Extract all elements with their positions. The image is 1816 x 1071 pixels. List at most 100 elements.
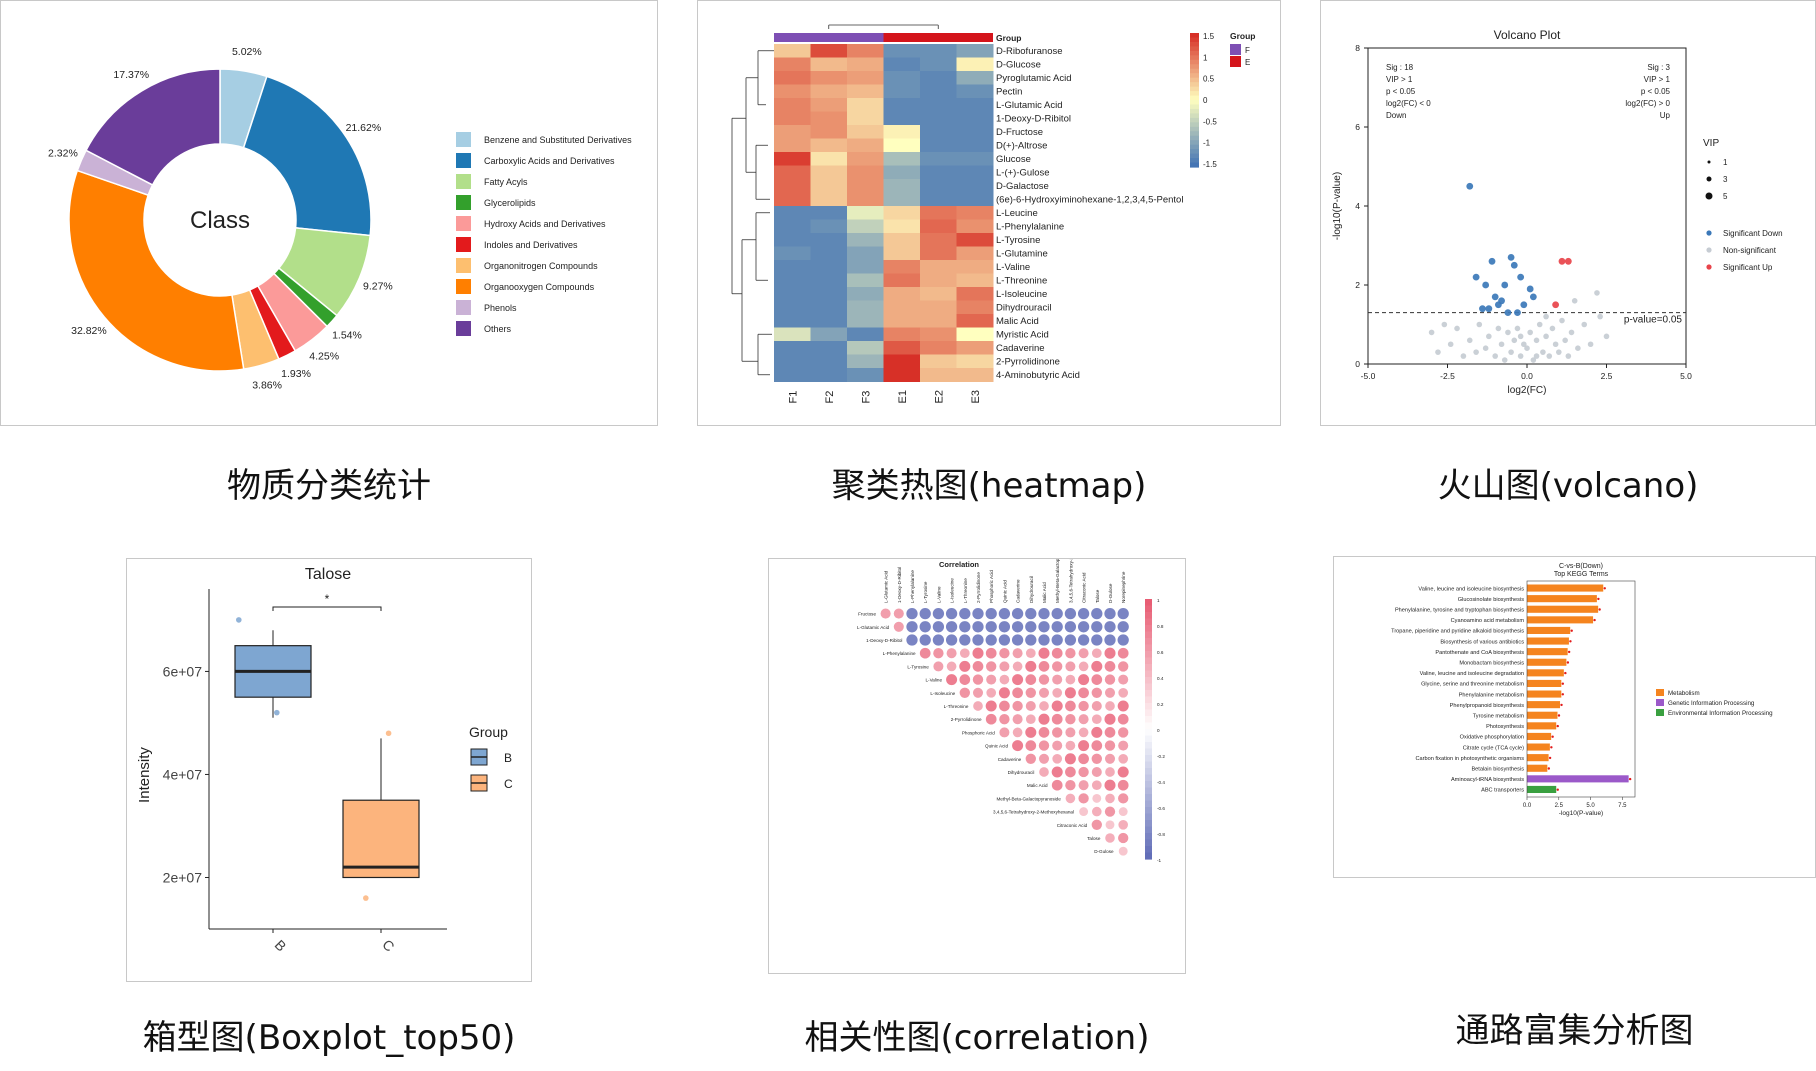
- correlation-circle: [1065, 648, 1076, 659]
- legend-swatch: [456, 237, 471, 252]
- colorbar-segment: [1145, 716, 1152, 724]
- legend-label: Environmental Information Processing: [1668, 710, 1773, 717]
- jitter-point: [385, 730, 392, 737]
- x-tick-label: -5.0: [1361, 371, 1376, 381]
- volcano-point: [1517, 333, 1524, 340]
- column-variable-label: Dihydrouracil: [1029, 576, 1034, 603]
- correlation-circle: [1079, 807, 1089, 817]
- color-legend-label: Significant Down: [1723, 229, 1783, 238]
- heatmap-cell: [956, 98, 994, 112]
- kegg-bar-marker: [1598, 608, 1601, 611]
- colorbar-tick: 0: [1203, 96, 1208, 105]
- kegg-bar: [1527, 764, 1548, 772]
- heatmap-cell: [920, 125, 957, 139]
- correlation-circle: [1105, 833, 1115, 843]
- correlation-circle: [1077, 607, 1090, 620]
- annotation-down: VIP > 1: [1386, 75, 1413, 84]
- kegg-bar-marker: [1566, 661, 1570, 664]
- heatmap-cell: [774, 111, 811, 126]
- correlation-circle: [985, 647, 997, 659]
- heatmap-cell: [956, 287, 994, 301]
- heatmap-cell: [920, 233, 957, 247]
- correlation-circle: [1038, 621, 1050, 633]
- correlation-circle: [1117, 621, 1129, 633]
- colorbar-segment: [1190, 91, 1199, 97]
- colorbar-segment: [1190, 33, 1199, 39]
- row-label: Pectin: [996, 87, 1022, 98]
- correlation-circle: [985, 713, 997, 725]
- heatmap-cell: [956, 57, 994, 72]
- kegg-bar: [1527, 616, 1594, 624]
- volcano-point: [1543, 313, 1549, 320]
- volcano-point: [1498, 341, 1505, 348]
- volcano-point: [1517, 273, 1525, 281]
- kegg-bar: [1527, 648, 1568, 656]
- correlation-circle: [1077, 634, 1090, 646]
- significance-label: *: [325, 592, 330, 606]
- correlation-circle: [906, 634, 918, 646]
- volcano-point: [1559, 317, 1565, 324]
- boxplot-title: Talose: [305, 566, 351, 583]
- correlation-circle: [919, 634, 931, 646]
- row-label: Malic Acid: [996, 316, 1039, 327]
- heatmap-cell: [774, 233, 811, 247]
- correlation-circle: [880, 608, 891, 619]
- heatmap-cell: [810, 98, 848, 112]
- colorbar-tick: -1: [1203, 139, 1211, 148]
- volcano-point: [1536, 321, 1543, 328]
- heatmap-cell: [956, 368, 994, 382]
- correlation-circle: [1118, 820, 1128, 830]
- row-label: Pyroglutamic Acid: [996, 73, 1072, 84]
- heatmap-cell: [920, 111, 957, 126]
- kegg-bar: [1527, 679, 1562, 687]
- colorbar-segment: [1190, 41, 1199, 47]
- volcano-point: [1473, 349, 1479, 355]
- heatmap-cell: [956, 246, 994, 261]
- heatmap-cell: [920, 314, 957, 328]
- heatmap-cell: [847, 71, 884, 85]
- kegg-bar: [1527, 722, 1557, 730]
- heatmap-cell: [883, 71, 921, 85]
- jitter-point: [236, 617, 242, 623]
- colorbar-segment: [1145, 787, 1152, 795]
- correlation-circle: [945, 634, 958, 646]
- slice-percent-label: 3.86%: [252, 379, 282, 391]
- legend-label: Metabolism: [1668, 690, 1700, 697]
- boxplot-panel: Talose 2e+07 4e+07 6e+07 Intensity B C * Group B C: [126, 558, 532, 982]
- slice-percent-label: 21.62%: [346, 122, 382, 134]
- correlation-circle: [1025, 621, 1037, 633]
- volcano-point: [1488, 257, 1496, 265]
- group-legend-swatch: [1230, 44, 1241, 55]
- heatmap-cell: [847, 84, 884, 99]
- kegg-bar: [1527, 754, 1549, 762]
- heatmap-cell: [956, 152, 994, 166]
- row-label: L-Glutamine: [996, 249, 1048, 260]
- heatmap-cell: [883, 57, 921, 72]
- y-tick-label: 6e+07: [163, 663, 203, 679]
- correlation-circle: [1065, 700, 1076, 712]
- volcano-point: [1508, 349, 1514, 355]
- x-axis-label: -log10(P-value): [1559, 810, 1603, 817]
- heatmap-cell: [956, 300, 994, 315]
- correlation-circle: [1051, 607, 1063, 620]
- correlation-circle: [959, 687, 970, 698]
- heatmap-cell: [883, 327, 921, 342]
- kegg-bar: [1527, 743, 1550, 751]
- correlation-circle: [1038, 647, 1050, 659]
- heatmap-cell: [810, 354, 848, 369]
- group-bar-cell: [847, 33, 884, 42]
- heatmap-cell: [847, 111, 884, 126]
- correlation-circle: [1117, 647, 1129, 659]
- correlation-circle: [1105, 820, 1115, 830]
- correlation-circle: [1011, 634, 1024, 646]
- colorbar-segment: [1190, 117, 1199, 123]
- heatmap-cell: [810, 300, 848, 315]
- column-label: F2: [824, 391, 836, 404]
- heatmap-cell: [847, 287, 884, 301]
- column-variable-label: L-Isoleucine: [950, 578, 955, 603]
- kegg-pathway-label: Citrate cycle (TCA cycle): [1463, 745, 1524, 751]
- correlation-circle: [1118, 846, 1128, 856]
- y-tick-label: 0: [1355, 359, 1360, 369]
- correlation-circle: [999, 727, 1010, 738]
- colorbar-segment: [1145, 651, 1152, 659]
